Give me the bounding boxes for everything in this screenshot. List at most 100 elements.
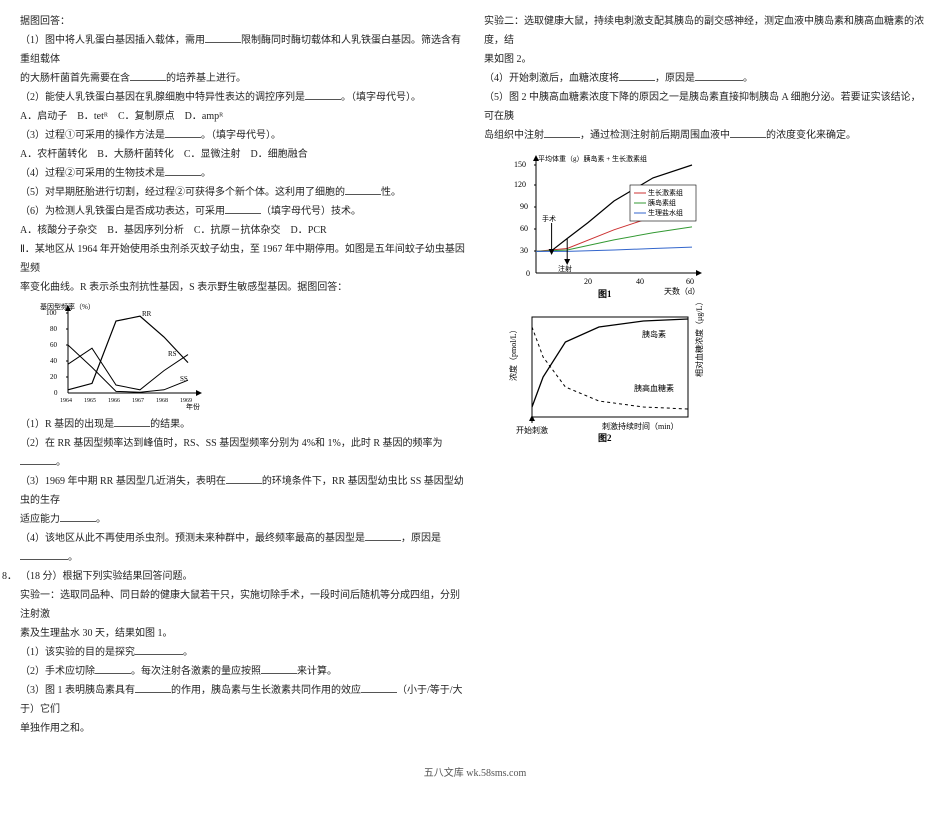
e11: （1）该实验的目的是探究。: [20, 643, 466, 662]
t: （4）过程②可采用的生物技术是: [20, 168, 165, 179]
svg-text:40: 40: [50, 357, 58, 365]
t: 的结果。: [150, 419, 190, 430]
q5: （5）对早期胚胎进行切割，经过程②可获得多个新个体。这利用了细胞的 性。: [20, 183, 466, 202]
svg-text:生长激素组: 生长激素组: [648, 188, 683, 197]
t: （2）在 RR 基因型频率达到峰值时，RS、SS 基因型频率分别为 4%和 1%…: [20, 438, 443, 449]
t: 。: [96, 514, 106, 525]
svg-text:生理盐水组: 生理盐水组: [648, 208, 683, 217]
chart1-genotype: 基因型频率（%） 02040 6080100 RR RS SS 19641965…: [38, 301, 466, 411]
xlabel: 刺激持续时间（min）: [602, 421, 678, 431]
t: （3）图 1 表明胰岛素具有: [20, 685, 135, 696]
t: 岛组织中注射: [484, 130, 544, 141]
blank: [130, 71, 166, 81]
IIq2: （2）在 RR 基因型频率达到峰值时，RS、SS 基因型频率分别为 4%和 1%…: [20, 434, 466, 472]
blank: [544, 128, 580, 138]
t: （1）该实验的目的是探究: [20, 647, 135, 658]
e1b: 素及生理盐水 30 天，结果如图 1。: [20, 624, 466, 643]
t: （4）开始刺激后，血糖浓度将: [484, 73, 619, 84]
svg-text:注射: 注射: [558, 264, 572, 273]
blank: [114, 417, 150, 427]
t: （5）对早期胚胎进行切割，经过程②可获得多个新个体。这利用了细胞的: [20, 187, 345, 198]
svg-text:100: 100: [46, 309, 57, 317]
lbl-glu: 胰高血糖素: [634, 383, 674, 393]
blank: [226, 474, 262, 484]
t: 适应能力: [20, 514, 60, 525]
t: 。（填字母代号）。: [201, 130, 281, 141]
opt2: A．启动子 B．tetᴿ C．复制原点 D．ampᴿ: [20, 107, 466, 126]
blank: [20, 455, 56, 465]
e24: （4）开始刺激后，血糖浓度将 ，原因是 。: [484, 69, 930, 88]
q8: 8．（18 分）根据下列实验结果回答问题。: [2, 567, 466, 586]
t: 的培养基上进行。: [166, 73, 246, 84]
q6: （6）为检测人乳铁蛋白是否成功表达，可采用（填字母代号）技术。: [20, 202, 466, 221]
blank: [345, 185, 381, 195]
blank: [165, 166, 201, 176]
top-label: 平均体重（g）胰岛素 + 生长激素组: [538, 154, 647, 163]
blank: [95, 664, 131, 674]
blank: [365, 531, 401, 541]
t: （3）1969 年中期 RR 基因型几近消失，表明在: [20, 476, 226, 487]
blank: [205, 33, 241, 43]
yl: 浓度（pmol/L）: [508, 325, 518, 381]
intro: 据图回答：: [20, 12, 466, 31]
t: 的大肠杆菌首先需要在含: [20, 73, 130, 84]
xlabel: 天数（d）: [664, 286, 700, 296]
t: （18 分）根据下列实验结果回答问题。: [20, 571, 193, 582]
t: 。: [56, 457, 66, 468]
svg-text:0: 0: [526, 269, 530, 278]
opt6: A．核酸分子杂交 B．基因序列分析 C．抗原－抗体杂交 D．PCR: [20, 221, 466, 240]
IIq3a: （3）1969 年中期 RR 基因型几近消失，表明在的环境条件下，RR 基因型幼…: [20, 472, 466, 510]
e13b: 单独作用之和。: [20, 719, 466, 738]
t: 性。: [381, 187, 401, 198]
footer: 五八文库 wk.58sms.com: [20, 764, 930, 783]
t: 。（填字母代号）。: [341, 92, 421, 103]
q1-line1: （1）图中将人乳蛋白基因插入载体，需用限制酶同时酶切载体和人乳铁蛋白基因。筛选含…: [20, 31, 466, 69]
lbl-RR: RR: [142, 310, 152, 318]
svg-text:60: 60: [520, 224, 528, 233]
svg-text:80: 80: [50, 325, 58, 333]
IIq1: （1）R 基因的出现是的结果。: [20, 415, 466, 434]
yr: 相对血糖浓度（μg/L）: [694, 303, 704, 377]
t: 的浓度变化来确定。: [766, 130, 856, 141]
t: 。: [743, 73, 753, 84]
e2a: 实验二：选取健康大鼠，持续电刺激支配其胰岛的副交感神经，测定血液中胰岛素和胰高血…: [484, 12, 930, 50]
chart3-hormone: 胰岛素 胰高血糖素 浓度（pmol/L） 相对血糖浓度（μg/L） 开始刺激 刺…: [502, 303, 930, 443]
blank: [165, 128, 201, 138]
bg: [502, 149, 712, 299]
t: （3）过程①可采用的操作方法是: [20, 130, 165, 141]
q4: （4）过程②可采用的生物技术是。: [20, 164, 466, 183]
lbl-SS: SS: [180, 375, 188, 383]
chart3-svg: 胰岛素 胰高血糖素 浓度（pmol/L） 相对血糖浓度（μg/L） 开始刺激 刺…: [502, 303, 712, 443]
svg-text:20: 20: [584, 277, 592, 286]
blank: [20, 550, 68, 560]
II-2: 率变化曲线。R 表示杀虫剂抗性基因，S 表示野生敏感型基因。据图回答：: [20, 278, 466, 297]
e2b: 果如图 2。: [484, 50, 930, 69]
svg-text:60: 60: [686, 277, 694, 286]
q8-num: 8．: [2, 567, 20, 586]
blank: [135, 683, 171, 693]
II-1: Ⅱ．某地区从 1964 年开始使用杀虫剂杀灭蚊子幼虫，至 1967 年中期停用。…: [20, 240, 466, 278]
xstart: 开始刺激: [516, 425, 548, 435]
lbl-RS: RS: [168, 350, 177, 358]
chart1-svg: 基因型频率（%） 02040 6080100 RR RS SS 19641965…: [38, 301, 208, 411]
blank: [361, 683, 397, 693]
IIq3b: 适应能力 。: [20, 510, 466, 529]
t: 的作用，胰岛素与生长激素共同作用的效应: [171, 685, 361, 696]
e13a: （3）图 1 表明胰岛素具有的作用，胰岛素与生长激素共同作用的效应（小于/等于/…: [20, 681, 466, 719]
e1a: 实验一：选取同品种、同日龄的健康大鼠若干只，实施切除手术，一段时间后随机等分成四…: [20, 586, 466, 624]
t: （1）图中将人乳蛋白基因插入载体，需用: [20, 35, 205, 46]
blank: [135, 645, 183, 655]
t: ，原因是: [655, 73, 695, 84]
blank: [730, 128, 766, 138]
left-column: 据图回答： （1）图中将人乳蛋白基因插入载体，需用限制酶同时酶切载体和人乳铁蛋白…: [20, 12, 466, 738]
svg-text:90: 90: [520, 202, 528, 211]
opt3: A．农杆菌转化 B．大肠杆菌转化 C．显微注射 D．细胞融合: [20, 145, 466, 164]
svg-text:20: 20: [50, 373, 58, 381]
svg-text:0: 0: [54, 389, 58, 397]
q1-line2: 的大肠杆菌首先需要在含 的培养基上进行。: [20, 69, 466, 88]
svg-text:1964: 1964: [60, 398, 72, 404]
t: ，通过检测注射前后期周围血液中: [580, 130, 730, 141]
t: （6）为检测人乳铁蛋白是否成功表达，可采用: [20, 206, 225, 217]
caption2: 图2: [598, 433, 612, 443]
svg-text:120: 120: [514, 180, 526, 189]
